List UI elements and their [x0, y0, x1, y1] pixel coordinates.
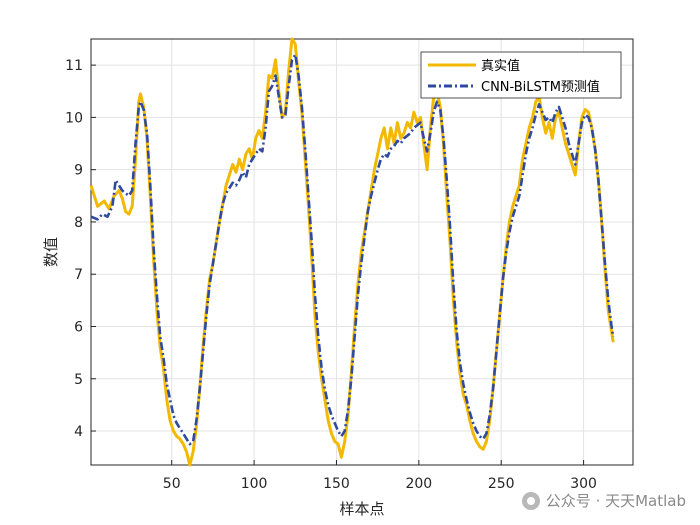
y-tick-label: 5	[74, 372, 83, 388]
x-axis-ticks: 50 100 150 200 250 300	[163, 460, 597, 492]
series-line-actual	[89, 37, 615, 467]
wechat-icon	[521, 491, 540, 510]
y-tick-label: 4	[74, 424, 83, 440]
y-tick-label: 7	[74, 267, 83, 283]
x-tick-label: 250	[488, 476, 515, 492]
y-tick-label: 6	[74, 319, 83, 335]
watermark: 公众号 · 天天Matlab	[521, 490, 686, 511]
y-tick-label: 10	[65, 110, 83, 126]
y-tick-label: 8	[74, 215, 83, 231]
y-axis-label: 数值	[42, 237, 60, 267]
x-tick-label: 100	[241, 476, 268, 492]
watermark-text: 公众号 · 天天Matlab	[545, 492, 686, 510]
legend-label-actual: 真实值	[481, 58, 520, 74]
series-layer	[89, 37, 615, 467]
x-axis-label: 样本点	[339, 500, 384, 518]
x-tick-label: 150	[323, 476, 350, 492]
legend: 真实值 CNN-BiLSTM预测值	[420, 51, 622, 99]
x-tick-label: 300	[570, 476, 597, 492]
series-line-predicted	[90, 53, 615, 446]
y-tick-label: 11	[65, 58, 83, 74]
legend-box	[420, 51, 622, 99]
plot-area	[90, 38, 634, 466]
y-axis-ticks: 4 5 6 7 8 9 10 11	[65, 58, 96, 440]
x-tick-label: 200	[405, 476, 432, 492]
legend-label-predicted: CNN-BiLSTM预测值	[481, 79, 600, 95]
y-tick-label: 9	[74, 163, 83, 179]
x-tick-label: 50	[163, 476, 181, 492]
